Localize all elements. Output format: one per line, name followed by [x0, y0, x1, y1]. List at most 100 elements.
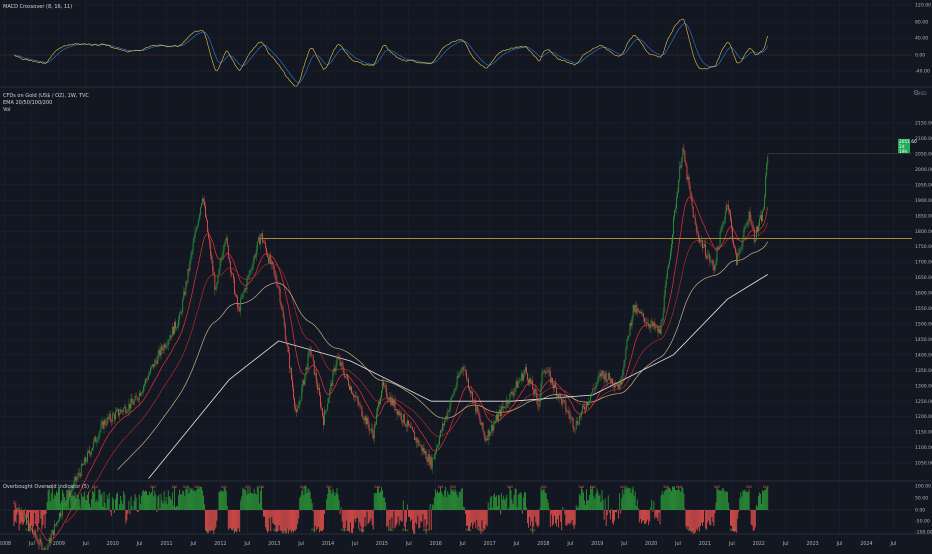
candle-body: [301, 388, 302, 401]
osc-bar: [616, 510, 617, 512]
osc-bar: [665, 490, 666, 510]
candle-body: [490, 432, 491, 436]
candle-body: [731, 220, 732, 227]
x-axis-label: 2015: [376, 541, 388, 547]
osc-bar: [176, 506, 177, 510]
osc-bar: [379, 493, 380, 510]
candle-body: [361, 406, 362, 416]
osc-bar: [116, 494, 117, 510]
osc-bar: [110, 510, 111, 512]
candle-body: [380, 398, 381, 404]
osc-bar: [688, 510, 689, 526]
osc-bar: [751, 510, 752, 525]
osc-bar: [223, 492, 224, 510]
osc-bar: [387, 510, 388, 526]
osc-bar: [271, 510, 272, 517]
osc-bar: [172, 492, 173, 510]
candle-body: [681, 158, 682, 168]
x-axis-label: Jul: [513, 541, 520, 547]
osc-bar: [625, 489, 626, 510]
osc-bar: [748, 492, 749, 510]
osc-bar: [334, 496, 335, 510]
candle-body: [426, 451, 427, 459]
candle-body: [592, 389, 593, 393]
osc-bar: [295, 510, 296, 531]
osc-bar: [113, 499, 114, 510]
candle-body: [506, 400, 507, 407]
macd-tick-label: 120.00: [915, 3, 931, 9]
candle-body: [277, 280, 278, 286]
osc-bar: [255, 493, 256, 510]
osc-bar: [157, 497, 158, 510]
candle-body: [534, 389, 535, 394]
osc-bar: [342, 510, 343, 521]
candle-body: [761, 215, 762, 221]
candle-body: [765, 176, 766, 197]
candle-body: [430, 457, 431, 465]
candle-body: [471, 391, 472, 393]
osc-bar: [668, 487, 669, 510]
candle-body: [93, 441, 94, 448]
candle-body: [539, 406, 540, 407]
candle-body: [627, 339, 628, 349]
buy-signal-label: Buy: [530, 528, 536, 532]
candle-body: [284, 318, 285, 326]
candle-body: [508, 403, 509, 404]
candle-body: [440, 430, 441, 437]
candle-body: [391, 399, 392, 405]
candle-body: [764, 197, 765, 210]
osc-bar: [253, 494, 254, 510]
candle-body: [100, 431, 101, 435]
osc-bar: [89, 504, 90, 510]
osc-bar: [675, 490, 676, 510]
candle-body: [238, 307, 239, 308]
osc-bar: [536, 510, 537, 525]
candle-body: [81, 464, 82, 476]
osc-bar: [366, 510, 367, 526]
osc-bar: [445, 487, 446, 510]
osc-bar: [222, 491, 223, 510]
candle-body: [107, 417, 108, 425]
candle-body: [757, 227, 758, 231]
osc-bar: [622, 489, 623, 510]
osc-bar: [309, 490, 310, 510]
candle-body: [375, 424, 376, 425]
osc-bar: [604, 510, 605, 520]
osc-bar: [303, 495, 304, 510]
candle-body: [336, 365, 337, 371]
osc-bar: [161, 494, 162, 510]
candle-body: [387, 397, 388, 399]
candle-body: [153, 364, 154, 367]
candle-body: [328, 398, 329, 403]
osc-bar: [741, 496, 742, 510]
osc-bar: [297, 510, 298, 524]
candle-body: [125, 407, 126, 413]
candle-body: [479, 416, 480, 422]
osc-bar: [240, 500, 241, 510]
osc-bar: [724, 491, 725, 510]
osc-bar: [168, 490, 169, 510]
osc-bar: [91, 499, 92, 510]
osc-bar: [378, 487, 379, 510]
osc-bar: [48, 491, 49, 510]
osc-bar: [763, 491, 764, 510]
osc-bar: [596, 488, 597, 510]
osc-bar: [80, 508, 81, 510]
candle-body: [194, 238, 195, 243]
price-tick-label: 2100.00: [915, 136, 932, 142]
osc-bar: [151, 492, 152, 510]
osc-bar: [581, 487, 582, 510]
x-axis-label: 2013: [268, 541, 280, 547]
candle-body: [732, 227, 733, 241]
candle-body: [108, 417, 109, 419]
osc-bar: [211, 510, 212, 530]
candle-body: [352, 393, 353, 394]
candle-body: [614, 385, 615, 387]
osc-bar: [186, 489, 187, 510]
osc-bar: [360, 510, 361, 526]
osc-bar: [424, 510, 425, 527]
candle-body: [291, 368, 292, 379]
osc-bar: [590, 486, 591, 510]
